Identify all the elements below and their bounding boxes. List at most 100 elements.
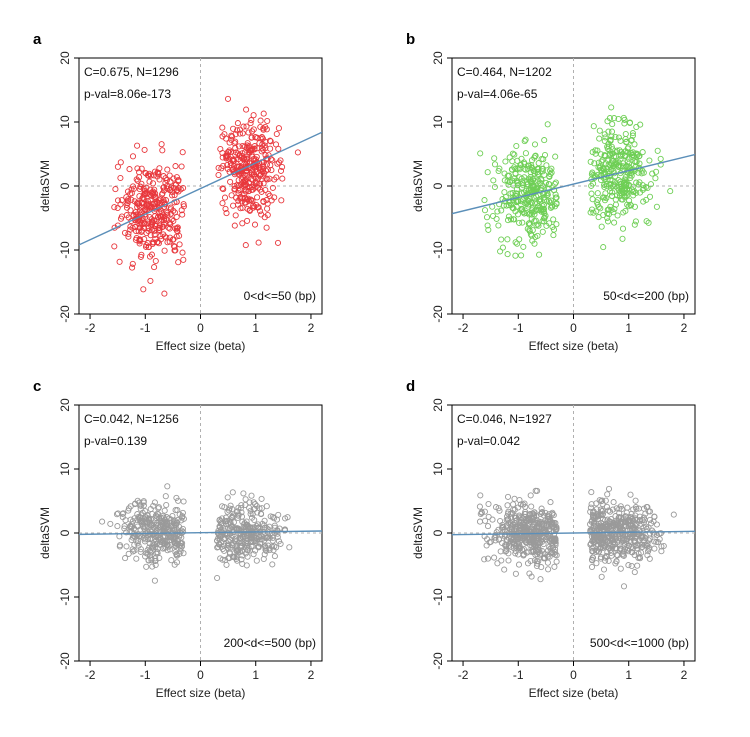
- data-point: [607, 150, 614, 157]
- data-point: [631, 141, 638, 148]
- data-point: [504, 172, 511, 179]
- data-point: [117, 174, 124, 182]
- data-point: [528, 503, 535, 510]
- data-point: [112, 186, 119, 193]
- data-point: [546, 173, 553, 180]
- data-point: [477, 150, 484, 157]
- data-point: [619, 150, 626, 158]
- data-point: [478, 509, 485, 516]
- data-point: [256, 140, 263, 147]
- data-point: [255, 184, 262, 191]
- data-point: [163, 234, 170, 241]
- data-point: [632, 522, 639, 529]
- data-point: [515, 541, 522, 548]
- data-point: [494, 208, 501, 215]
- data-point: [214, 574, 221, 582]
- data-point: [258, 533, 265, 540]
- data-point: [513, 186, 520, 193]
- data-point: [538, 177, 545, 184]
- data-point: [166, 546, 173, 553]
- data-point: [603, 503, 611, 510]
- data-point: [258, 505, 265, 512]
- data-point: [631, 221, 638, 228]
- data-point: [539, 519, 546, 526]
- data-point: [151, 577, 158, 584]
- data-point: [593, 560, 600, 567]
- data-point: [238, 176, 245, 183]
- data-point: [271, 522, 278, 529]
- y-tick-label: -10: [58, 588, 72, 606]
- distance-range-label: 0<d<=50 (bp): [244, 289, 316, 303]
- data-point: [614, 212, 621, 219]
- data-point: [511, 151, 518, 158]
- data-point: [617, 514, 625, 521]
- data-point: [222, 205, 229, 212]
- data-point: [544, 531, 551, 538]
- data-point: [155, 504, 162, 511]
- data-point: [150, 225, 157, 232]
- data-point: [613, 558, 620, 565]
- data-point: [134, 204, 141, 211]
- data-point: [549, 511, 556, 518]
- data-point: [147, 552, 154, 559]
- data-point: [629, 149, 637, 156]
- data-point: [620, 583, 628, 590]
- data-point: [179, 149, 186, 156]
- data-point: [490, 177, 497, 184]
- data-point: [269, 184, 276, 191]
- data-point: [148, 516, 155, 523]
- data-point: [592, 147, 599, 154]
- data-point: [629, 152, 637, 159]
- data-point: [180, 201, 187, 208]
- data-point: [249, 128, 256, 135]
- data-point: [608, 537, 615, 544]
- data-point: [141, 146, 148, 153]
- data-point: [633, 152, 641, 159]
- data-point: [226, 147, 233, 154]
- data-point: [273, 544, 280, 551]
- data-point: [257, 117, 264, 124]
- data-point: [240, 182, 247, 189]
- data-point: [247, 120, 254, 127]
- data-point: [631, 538, 638, 545]
- data-point: [601, 181, 608, 188]
- data-point: [522, 136, 529, 143]
- data-point: [150, 188, 157, 195]
- data-point: [134, 165, 141, 172]
- data-point: [503, 543, 510, 550]
- data-point: [602, 153, 609, 160]
- data-point: [170, 175, 177, 182]
- stat-correlation: C=0.464, N=1202: [457, 65, 552, 79]
- data-point: [599, 500, 606, 508]
- data-point: [228, 132, 235, 139]
- data-point: [515, 198, 522, 205]
- data-point: [504, 516, 511, 523]
- data-point: [251, 221, 259, 228]
- x-tick-label: -2: [458, 321, 469, 335]
- data-point: [252, 180, 259, 187]
- data-point: [132, 223, 139, 230]
- data-point: [529, 186, 536, 193]
- data-point: [176, 232, 183, 239]
- data-point: [174, 225, 181, 232]
- data-point: [485, 513, 492, 520]
- data-point: [175, 259, 182, 266]
- data-point: [162, 197, 170, 204]
- data-point: [251, 145, 258, 152]
- data-point: [520, 243, 527, 250]
- data-point: [246, 499, 253, 506]
- data-point: [269, 513, 276, 520]
- data-point: [598, 223, 605, 230]
- x-axis-label: Effect size (beta): [156, 339, 246, 353]
- data-point: [147, 536, 154, 543]
- data-point: [496, 165, 503, 172]
- data-point: [639, 182, 646, 189]
- y-axis-label: deltaSVM: [38, 160, 52, 212]
- data-point: [617, 137, 624, 144]
- data-point: [550, 512, 557, 519]
- data-point: [600, 566, 608, 573]
- data-point: [481, 556, 488, 563]
- data-point: [118, 197, 125, 204]
- data-point: [639, 149, 646, 156]
